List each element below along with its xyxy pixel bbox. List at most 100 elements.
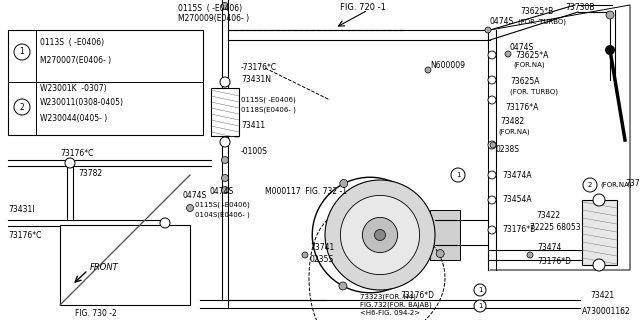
Circle shape — [220, 137, 230, 147]
Text: 0474S: 0474S — [490, 18, 515, 27]
Text: 73176*D: 73176*D — [537, 258, 571, 267]
Circle shape — [436, 250, 444, 258]
Text: -73176*C: -73176*C — [241, 63, 277, 73]
Text: (FOR.NA): (FOR.NA) — [600, 182, 632, 188]
Text: 73625*A: 73625*A — [515, 51, 548, 60]
Text: W230011(0308-0405): W230011(0308-0405) — [40, 99, 124, 108]
Text: W23001K  -0307): W23001K -0307) — [40, 84, 107, 92]
Text: W230044(0405- ): W230044(0405- ) — [40, 114, 108, 123]
Text: 73176*C: 73176*C — [8, 230, 42, 239]
Text: 73482: 73482 — [500, 117, 524, 126]
Text: (FOR.NA): (FOR.NA) — [513, 62, 545, 68]
Bar — [211, 88, 239, 136]
Circle shape — [374, 229, 385, 241]
Text: 0235S: 0235S — [310, 255, 334, 265]
Circle shape — [14, 44, 30, 60]
Circle shape — [593, 259, 605, 271]
Circle shape — [302, 252, 308, 258]
Text: 0118S(E0406- ): 0118S(E0406- ) — [241, 107, 296, 113]
Circle shape — [485, 27, 491, 33]
Circle shape — [220, 77, 230, 87]
Text: 0113S  ( -E0406): 0113S ( -E0406) — [40, 38, 104, 47]
Circle shape — [221, 3, 228, 10]
Text: A730001162: A730001162 — [582, 308, 631, 316]
Text: M270007(E0406- ): M270007(E0406- ) — [40, 55, 111, 65]
Circle shape — [488, 226, 496, 234]
Text: 1: 1 — [477, 287, 483, 293]
Text: 73474: 73474 — [537, 244, 561, 252]
Bar — [8, 30, 203, 135]
Circle shape — [65, 158, 75, 168]
Text: 72225 68053: 72225 68053 — [530, 223, 580, 233]
Text: 73421: 73421 — [590, 292, 614, 300]
Bar — [60, 225, 190, 305]
Text: 73176*C: 73176*C — [60, 148, 93, 157]
Circle shape — [340, 196, 420, 275]
Circle shape — [221, 187, 228, 194]
Circle shape — [474, 284, 486, 296]
Text: <H6-FIG. 094-2>: <H6-FIG. 094-2> — [360, 310, 420, 316]
Text: 0115S( -E0406): 0115S( -E0406) — [241, 97, 296, 103]
Circle shape — [488, 196, 496, 204]
Circle shape — [605, 45, 615, 55]
Circle shape — [488, 171, 496, 179]
Text: 73176*D: 73176*D — [400, 292, 434, 300]
Circle shape — [488, 76, 496, 84]
Circle shape — [160, 218, 170, 228]
Text: FRONT: FRONT — [90, 263, 119, 273]
Bar — [430, 210, 460, 260]
Text: 0474S: 0474S — [510, 44, 534, 52]
Circle shape — [490, 142, 496, 148]
Text: 73741: 73741 — [310, 244, 334, 252]
Text: 73782: 73782 — [78, 169, 102, 178]
Text: M000117  FIG. 732 -1: M000117 FIG. 732 -1 — [265, 188, 347, 196]
Text: 73431I: 73431I — [8, 205, 35, 214]
Circle shape — [14, 99, 30, 115]
Text: M270009(E0406- ): M270009(E0406- ) — [178, 13, 249, 22]
Text: 73176*B: 73176*B — [502, 226, 535, 235]
Text: 73411: 73411 — [241, 121, 265, 130]
Text: 1: 1 — [20, 47, 24, 57]
Text: 1: 1 — [456, 172, 460, 178]
Circle shape — [362, 217, 397, 252]
Text: 73474A: 73474A — [502, 171, 532, 180]
Text: 0474S: 0474S — [210, 188, 234, 196]
Circle shape — [451, 168, 465, 182]
Circle shape — [221, 156, 228, 164]
Text: FIG.732(FOR. BAJAB): FIG.732(FOR. BAJAB) — [360, 302, 432, 308]
Bar — [582, 200, 617, 265]
Circle shape — [186, 204, 193, 212]
Text: 73422: 73422 — [536, 211, 560, 220]
Text: 0104S(E0406- ): 0104S(E0406- ) — [195, 212, 250, 218]
Text: 0115S( -E0406): 0115S( -E0406) — [195, 202, 250, 208]
Text: FIG. 730 -2: FIG. 730 -2 — [75, 308, 116, 317]
Circle shape — [583, 178, 597, 192]
Circle shape — [488, 51, 496, 59]
Circle shape — [527, 252, 533, 258]
Circle shape — [606, 11, 614, 19]
Text: 73625A: 73625A — [510, 77, 540, 86]
Circle shape — [339, 282, 347, 290]
Circle shape — [425, 67, 431, 73]
Text: (FOR.NA): (FOR.NA) — [498, 129, 530, 135]
Text: 73730B: 73730B — [565, 4, 595, 12]
Text: 73431N: 73431N — [241, 76, 271, 84]
Text: 1: 1 — [477, 303, 483, 309]
Text: (FOR. TURBO): (FOR. TURBO) — [510, 89, 558, 95]
Text: N600009: N600009 — [430, 60, 465, 69]
Text: 73625*B: 73625*B — [520, 7, 553, 17]
Circle shape — [340, 180, 348, 188]
Circle shape — [593, 194, 605, 206]
Circle shape — [505, 51, 511, 57]
Text: 0474S: 0474S — [183, 190, 207, 199]
Circle shape — [474, 300, 486, 312]
Text: -0100S: -0100S — [241, 148, 268, 156]
Text: 73712: 73712 — [625, 179, 640, 188]
Circle shape — [325, 180, 435, 290]
Circle shape — [221, 174, 228, 181]
Circle shape — [488, 96, 496, 104]
Text: FIG. 720 -1: FIG. 720 -1 — [340, 4, 386, 12]
Circle shape — [488, 141, 496, 149]
Text: 2: 2 — [588, 182, 592, 188]
Text: 0115S  ( -E0406): 0115S ( -E0406) — [178, 4, 242, 12]
